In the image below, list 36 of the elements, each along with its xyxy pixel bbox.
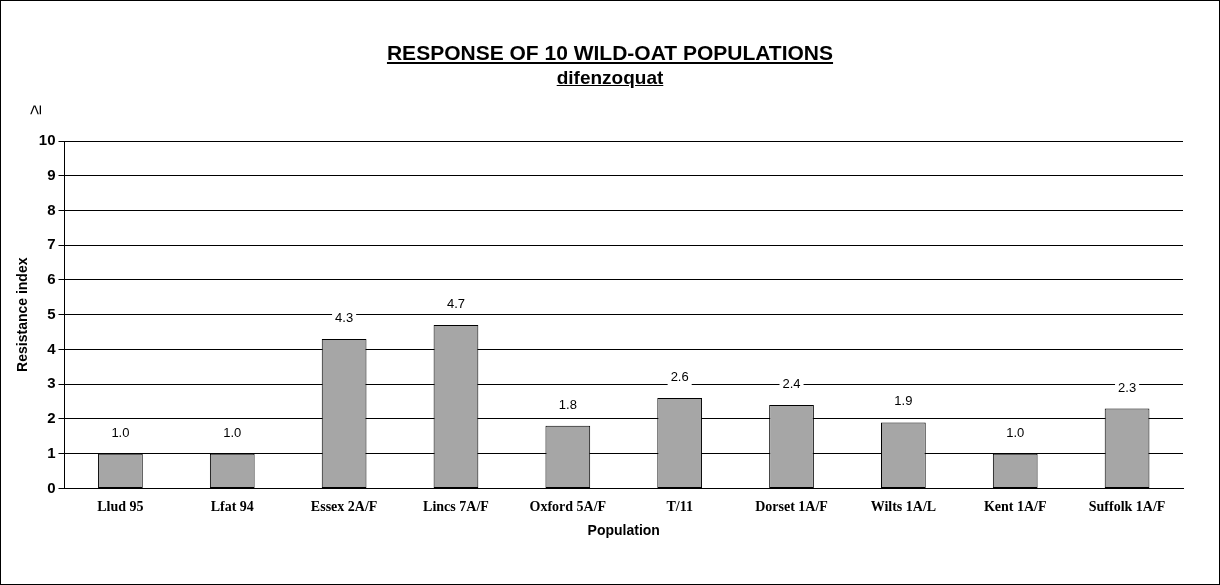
data-label: 2.3 xyxy=(1118,379,1137,395)
data-label: 1.9 xyxy=(894,393,913,409)
x-tick-label: Oxford 5A/F xyxy=(529,499,607,515)
data-label: 4.3 xyxy=(335,310,354,326)
data-label: 1.0 xyxy=(1006,424,1025,440)
y-tick-label: 8 xyxy=(47,200,56,218)
x-tick-label: Wilts 1A/L xyxy=(870,499,937,515)
x-tick-label: Lfat 94 xyxy=(210,499,254,515)
x-tick-label: T/11 xyxy=(666,499,693,515)
y-tick-label: 3 xyxy=(47,374,56,392)
chart-title: RESPONSE OF 10 WILD-OAT POPULATIONS xyxy=(385,41,835,65)
y-tick-label: 4 xyxy=(47,339,57,357)
y-tick-label: 5 xyxy=(47,304,56,322)
y-tick-label: 9 xyxy=(47,165,56,183)
y-tick-label: 7 xyxy=(47,235,56,253)
y-tick-label: 10 xyxy=(38,131,56,149)
x-tick-label: Lincs 7A/F xyxy=(423,499,489,515)
data-label: 2.4 xyxy=(782,376,801,392)
data-label: 1.0 xyxy=(111,424,130,440)
y-tick-label: 2 xyxy=(47,409,56,427)
data-label: 1.8 xyxy=(558,396,577,412)
y-tick-label: 0 xyxy=(47,478,56,496)
y-tick-label: 1 xyxy=(47,443,56,461)
y-axis-title: Resistance index xyxy=(14,257,31,372)
text: ≥ xyxy=(25,104,47,115)
chart-subtitle: difenzoquat xyxy=(555,67,665,89)
data-label: 1.0 xyxy=(223,424,242,440)
x-tick-label: Dorset 1A/F xyxy=(755,499,828,515)
y-tick-label: 6 xyxy=(47,270,56,288)
x-tick-label: Llud 95 xyxy=(97,499,144,515)
x-axis-title: Population xyxy=(587,522,660,539)
data-label: 4.7 xyxy=(446,296,465,312)
data-label: 2.6 xyxy=(670,369,689,385)
x-tick-label: Essex 2A/F xyxy=(310,499,378,515)
x-tick-label: Suffolk 1A/F xyxy=(1088,499,1166,515)
x-tick-label: Kent 1A/F xyxy=(983,499,1047,515)
